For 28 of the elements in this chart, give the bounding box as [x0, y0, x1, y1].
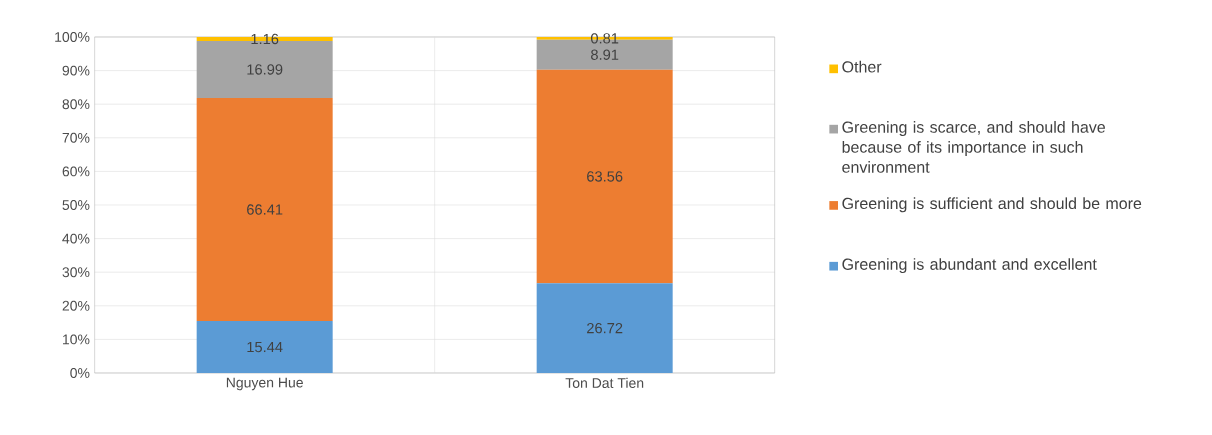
bar [196, 321, 333, 373]
data-label: 66.41 [247, 204, 283, 215]
y-tick-label: 20% [62, 300, 90, 311]
data-label: 16.99 [247, 64, 283, 75]
data-label: 0.81 [590, 33, 619, 44]
data-label: 63.56 [587, 171, 623, 182]
y-tick-label: 50% [62, 200, 90, 210]
y-tick-label: 90% [62, 65, 90, 76]
legend-label: Greening is scarce, and should have because of its importance in such environment [842, 121, 1105, 173]
legend-label: Other [842, 60, 882, 73]
bar [196, 97, 333, 322]
y-tick-label: 80% [62, 99, 90, 110]
y-tick-label: 0% [70, 368, 90, 378]
bar [536, 283, 673, 373]
x-tick-label: Ton Dat Tien [565, 377, 644, 388]
y-tick-label: 70% [62, 132, 90, 143]
x-tick-label: Nguyen Hue [226, 377, 303, 391]
data-label: 15.44 [247, 341, 283, 353]
data-label: 8.91 [591, 49, 619, 60]
legend-label: Greening is abundant and excellent [842, 258, 1097, 274]
y-tick-label: 100% [55, 32, 90, 42]
y-tick-label: 10% [63, 334, 90, 345]
y-tick-label: 30% [62, 267, 90, 278]
legend-label: Greening is sufficient and should be more [842, 197, 1142, 213]
data-label: 26.72 [587, 322, 623, 334]
y-tick-label: 40% [62, 233, 90, 244]
bar [536, 69, 673, 284]
y-tick-label: 60% [62, 166, 90, 177]
